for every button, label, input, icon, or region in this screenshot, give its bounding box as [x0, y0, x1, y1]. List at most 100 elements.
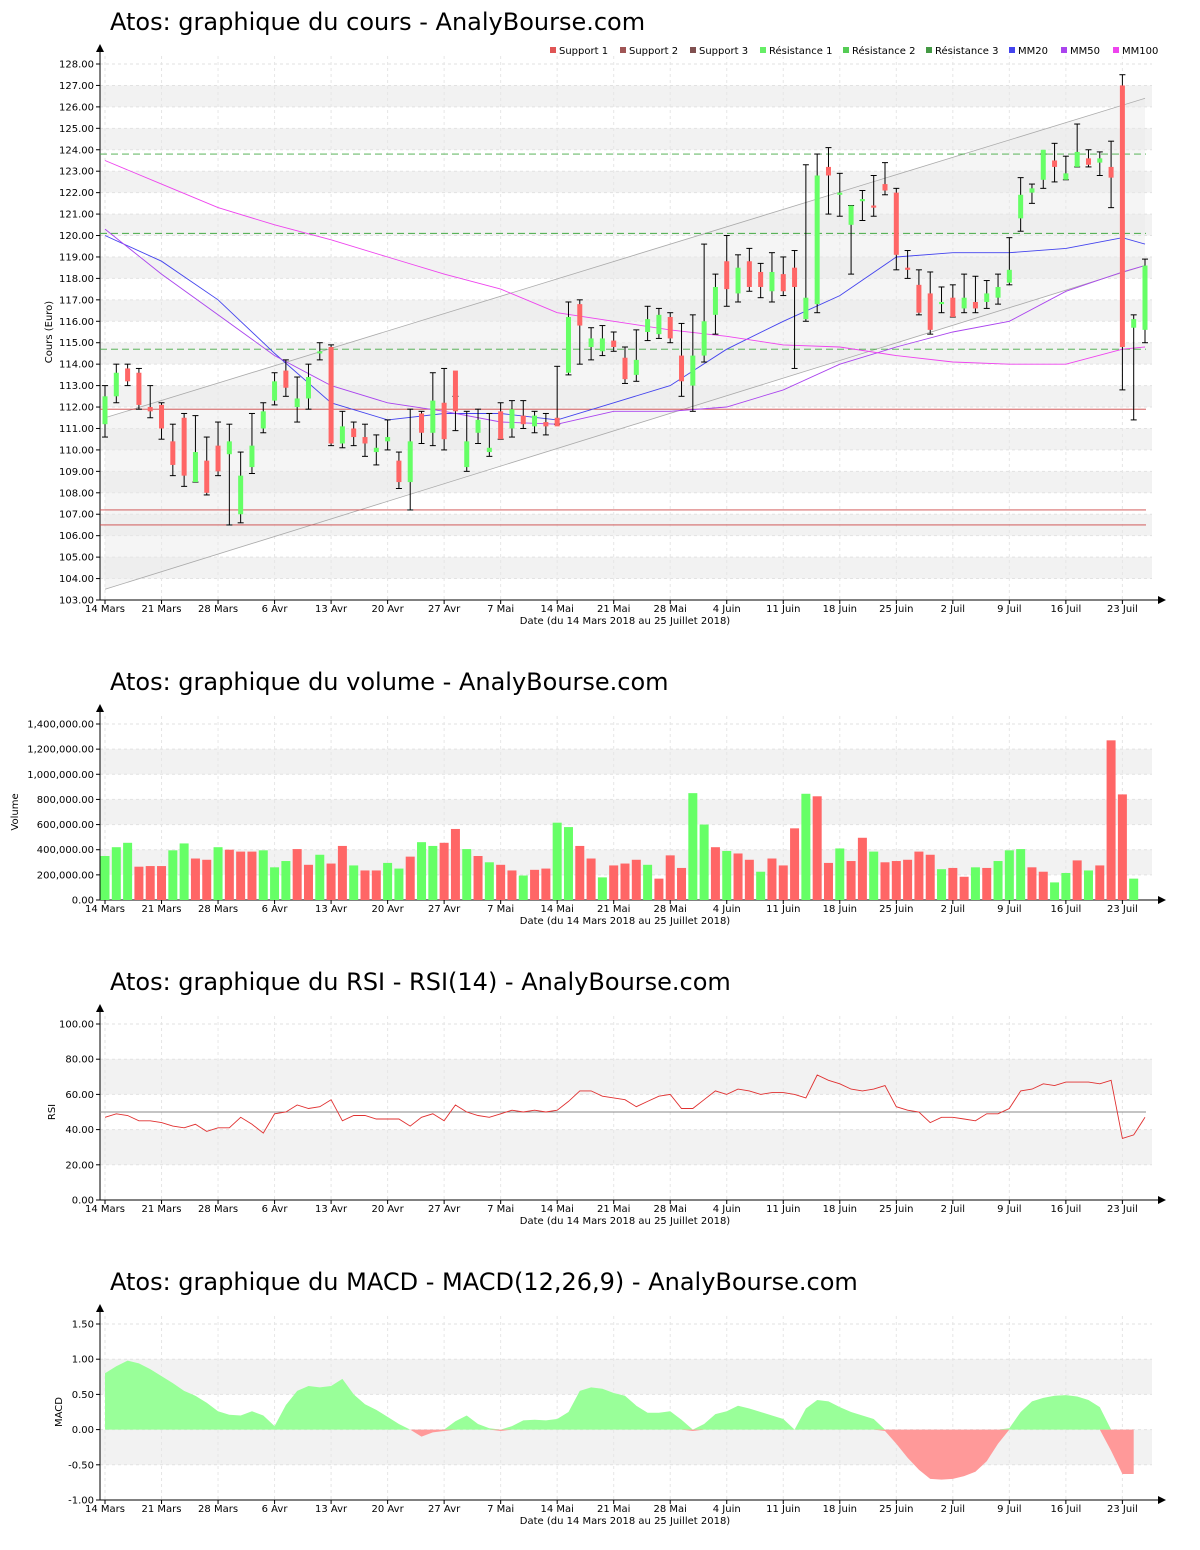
- x-tick-label: 25 Juin: [879, 1504, 913, 1515]
- y-tick-label: 108.00: [59, 488, 94, 499]
- candle-body: [204, 460, 210, 493]
- candle-body: [283, 370, 289, 388]
- rsi-line: [104, 1074, 1146, 1139]
- x-tick-label: 9 Juil: [997, 904, 1021, 915]
- x-tick-label: 23 Juil: [1107, 1504, 1138, 1515]
- grid-band: [100, 342, 1152, 365]
- x-tick-label: 2 Juil: [941, 1204, 965, 1215]
- volume-bar: [337, 845, 347, 900]
- candle-body: [362, 437, 368, 444]
- y-axis-label: MACD: [54, 1397, 65, 1427]
- macd-chart: -1.00 -0.50 0.00 0.50 1.00 1.50 14 Mars 21 Mars…: [54, 1304, 1166, 1527]
- x-tick-label: 16 Juil: [1050, 1204, 1081, 1215]
- volume-bar: [1072, 860, 1082, 900]
- candle-body: [317, 351, 323, 354]
- y-tick-label: 110.00: [59, 445, 94, 456]
- legend-entry: Résistance 1: [769, 45, 832, 57]
- legend-swatch: [760, 47, 766, 53]
- moving-average-mm20: [104, 235, 1146, 421]
- volume-bar: [801, 793, 811, 900]
- x-tick-label: 2 Juil: [941, 604, 965, 615]
- y-tick-label: 111.00: [59, 424, 94, 435]
- y-tick-label: 1,000,000.00: [27, 770, 94, 781]
- y-axis-label: Volume: [10, 793, 21, 830]
- volume-bar: [462, 849, 472, 900]
- volume-bar: [371, 870, 381, 900]
- candle-body: [859, 199, 865, 202]
- x-tick-label: 21 Mars: [142, 904, 182, 915]
- grid-band: [100, 799, 1152, 825]
- candle-body: [554, 417, 560, 427]
- y-tick-label: 0.50: [72, 1390, 94, 1401]
- volume-chart: 0.00 200,000.00 400,000.00 600,000.00 800,00…: [10, 704, 1166, 927]
- x-tick-label: 28 Mai: [653, 604, 686, 615]
- trend-channel-lower: [104, 265, 1146, 590]
- moving-average-mm50: [104, 228, 1146, 425]
- grid-band: [100, 299, 1152, 322]
- y-tick-label: 1,400,000.00: [27, 720, 94, 731]
- y-tick-label: 126.00: [59, 102, 94, 113]
- x-tick-label: 14 Mai: [540, 1204, 573, 1215]
- candle-body: [735, 267, 741, 294]
- volume-bar: [1083, 870, 1093, 900]
- x-tick-label: 21 Mai: [597, 604, 630, 615]
- x-tick-label: 14 Mars: [85, 1504, 125, 1515]
- candle-body: [972, 301, 978, 309]
- volume-bar: [744, 859, 754, 900]
- candle-body: [305, 377, 311, 399]
- volume-bar: [303, 864, 313, 900]
- x-tick-label: 14 Mai: [540, 904, 573, 915]
- grid-band: [100, 471, 1152, 493]
- volume-bar: [326, 863, 336, 900]
- candle-body: [113, 372, 119, 397]
- candle-body: [758, 271, 764, 287]
- volume-bar: [835, 848, 845, 900]
- candle-body: [577, 304, 583, 326]
- volume-bar: [937, 869, 947, 900]
- candle-body: [950, 297, 956, 317]
- volume-bar: [541, 868, 551, 900]
- grid-band: [100, 85, 1152, 107]
- volume-bar: [507, 870, 517, 900]
- candle-body: [260, 411, 266, 429]
- candle-body: [396, 460, 402, 483]
- x-tick-label: 20 Avr: [372, 604, 405, 615]
- y-axis-arrow-icon: [96, 704, 104, 712]
- volume-bar: [812, 796, 822, 900]
- volume-bar: [1050, 882, 1060, 900]
- x-axis-arrow-icon: [1158, 596, 1166, 604]
- y-tick-label: 0.00: [72, 1425, 94, 1436]
- y-axis-label: Cours (Euro): [44, 301, 55, 364]
- candle-body: [565, 316, 571, 373]
- volume-bar: [869, 851, 879, 900]
- volume-bar: [1016, 849, 1026, 900]
- x-tick-label: 16 Juil: [1050, 1504, 1081, 1515]
- y-tick-label: 109.00: [59, 467, 94, 478]
- volume-bar: [1095, 865, 1105, 900]
- volume-bar: [236, 851, 246, 900]
- candle-body: [464, 441, 470, 468]
- candle-body: [339, 426, 345, 444]
- candle-body: [837, 192, 843, 195]
- x-tick-label: 7 Mai: [487, 904, 514, 915]
- x-tick-label: 13 Avr: [315, 1204, 348, 1215]
- candle-body: [441, 402, 447, 440]
- grid-band: [100, 1359, 1152, 1395]
- legend-entry: Support 1: [559, 46, 608, 57]
- x-tick-label: 16 Juil: [1050, 604, 1081, 615]
- volume-bar: [450, 828, 460, 900]
- candle-body: [136, 372, 142, 405]
- x-tick-label: 14 Mai: [540, 1504, 573, 1515]
- x-tick-label: 23 Juil: [1107, 904, 1138, 915]
- volume-bar: [586, 858, 596, 900]
- y-tick-label: 112.00: [59, 403, 94, 414]
- candle-body: [1108, 166, 1114, 178]
- y-tick-label: -1.00: [68, 1496, 94, 1507]
- x-tick-label: 11 Juin: [766, 604, 800, 615]
- candle-body: [814, 175, 820, 305]
- candle-body: [192, 452, 198, 483]
- candle-body: [905, 267, 911, 270]
- volume-bar: [123, 842, 133, 900]
- x-tick-label: 14 Mars: [85, 604, 125, 615]
- volume-bar: [258, 850, 268, 900]
